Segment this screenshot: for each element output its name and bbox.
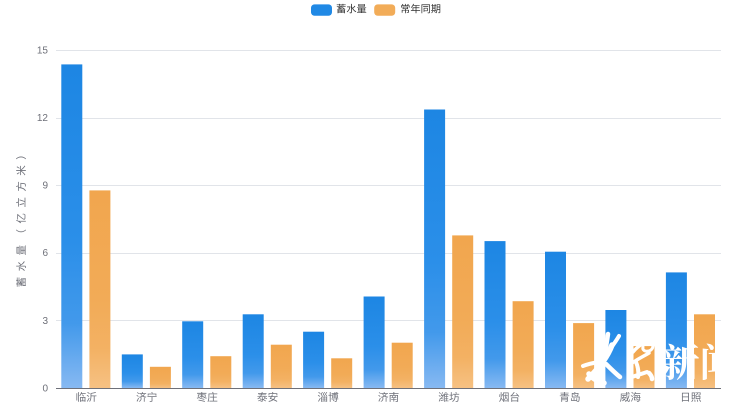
svg-text:15: 15 <box>37 45 49 56</box>
svg-text:9: 9 <box>42 181 48 192</box>
svg-text:3: 3 <box>42 316 48 327</box>
svg-text:12: 12 <box>37 113 49 124</box>
svg-text:0: 0 <box>42 383 48 394</box>
svg-text:6: 6 <box>42 248 48 259</box>
